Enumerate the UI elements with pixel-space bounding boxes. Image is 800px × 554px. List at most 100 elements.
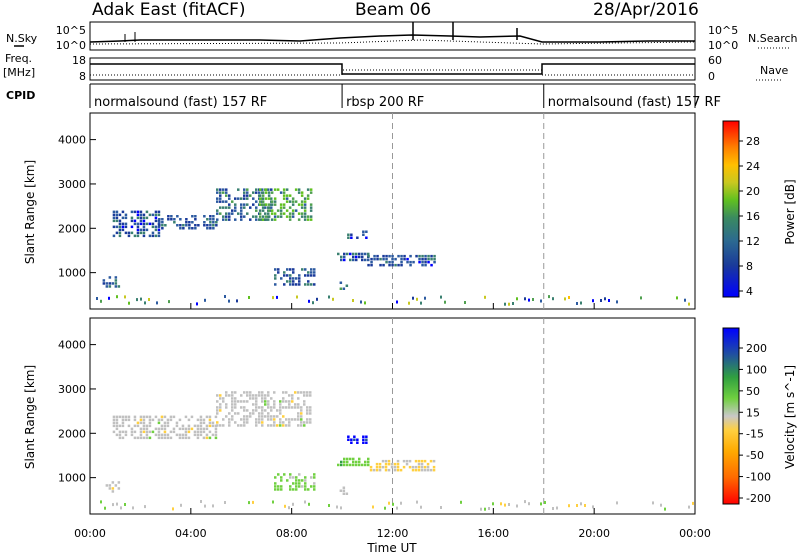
velocity-ground-cell (172, 507, 174, 511)
power-echo-cell (370, 263, 373, 267)
velocity-echo-cell (237, 424, 240, 427)
velocity-echo-cell (346, 457, 349, 461)
power-cbar-label-6: 4 (746, 285, 753, 298)
power-panel-frame (89, 112, 696, 310)
velocity-echo-cell (264, 415, 267, 418)
velocity-echo-cell (178, 418, 182, 422)
power-echo-cell (364, 252, 367, 256)
velocity-echo-cell (414, 465, 418, 469)
power-echo-cell (108, 282, 112, 285)
power-colorbar-label: Power [dB] (783, 179, 797, 244)
velocity-echo-cell (181, 424, 185, 428)
power-echo-cell (427, 257, 430, 261)
power-ground-cell (512, 302, 514, 305)
velocity-echo-cell (166, 436, 170, 440)
power-echo-cell (304, 268, 307, 271)
velocity-echo-cell (343, 460, 346, 464)
power-echo-cell (206, 218, 209, 221)
power-echo-region-6 (337, 252, 370, 262)
power-echo-cell (216, 200, 219, 203)
velocity-echo-cell (202, 421, 206, 425)
velocity-echo-cell (381, 459, 385, 463)
power-echo-cell (179, 218, 182, 221)
velocity-echo-cell (166, 424, 170, 428)
velocity-echo-cell (225, 403, 228, 406)
noise-sky-trace (89, 34, 695, 43)
power-cbar-label-0: 28 (746, 135, 760, 148)
velocity-ground-cell (540, 502, 542, 506)
velocity-echo-cell (139, 427, 143, 431)
velocity-echo-cell (178, 427, 182, 431)
velocity-echo-cell (304, 482, 307, 485)
power-echo-cell (292, 280, 295, 283)
velocity-echo-cell (291, 406, 294, 409)
velocity-echo-cell (145, 424, 149, 428)
power-echo-cell (203, 224, 206, 227)
power-echo-cell (234, 197, 237, 200)
velocity-echo-cell (285, 400, 288, 403)
velocity-ground-band (100, 500, 694, 511)
velocity-echo-cell (350, 438, 353, 441)
velocity-echo-cell (169, 430, 173, 434)
velocity-echo-cell (252, 409, 255, 412)
power-echo-cell (303, 203, 307, 206)
velocity-echo-cell (411, 468, 415, 472)
power-echo-cell (243, 188, 246, 191)
velocity-ground-cell (584, 504, 586, 507)
velocity-echo-cell (282, 421, 285, 424)
velocity-echo-cell (211, 424, 215, 428)
velocity-echo-cell (240, 424, 243, 427)
power-echo-cell (151, 213, 155, 217)
velocity-echo-cell (115, 427, 119, 431)
power-echo-cell (361, 255, 364, 259)
noise-left-tick-bottom: 10^0 (56, 39, 86, 52)
velocity-echo-cell (222, 418, 225, 421)
velocity-echo-cell (369, 465, 373, 469)
power-echo-cell (228, 218, 231, 221)
freq-label-line2: [MHz] (3, 66, 35, 79)
power-echo-cell (277, 271, 280, 274)
velocity-echo-cell (202, 430, 206, 434)
power-echo-cell (297, 218, 301, 221)
velocity-echo-cell (163, 433, 167, 437)
power-echo-cell (249, 194, 252, 197)
velocity-echo-cell (309, 412, 312, 415)
velocity-echo-cell (304, 488, 307, 491)
velocity-echo-cell (288, 421, 291, 424)
velocity-echo-cell (288, 406, 291, 409)
velocity-echo-cell (306, 418, 309, 421)
velocity-echo-cell (309, 421, 312, 424)
velocity-echo-cell (112, 421, 116, 425)
velocity-echo-cell (273, 406, 276, 409)
power-echo-cell (433, 257, 436, 261)
power-echo-cell (167, 218, 170, 221)
velocity-echo-cell (384, 468, 388, 472)
velocity-echo-cell (211, 433, 215, 437)
power-ground-cell (204, 298, 206, 302)
power-cbar-label-3: 16 (746, 210, 760, 223)
velocity-echo-cell (145, 430, 149, 434)
power-echo-cell (282, 194, 286, 197)
velocity-echo-cell (184, 427, 188, 431)
velocity-echo-cell (205, 433, 209, 437)
power-colorbar-ticks: 28 24 20 16 12 8 4 (739, 135, 760, 298)
velocity-echo-cell (280, 479, 283, 482)
power-echo-cell (273, 200, 277, 203)
velocity-echo-cell (417, 462, 421, 466)
power-echo-cell (382, 257, 385, 261)
velocity-echo-cell (261, 418, 264, 421)
velocity-ground-cell (552, 507, 554, 510)
velocity-echo-cell (112, 418, 116, 422)
power-ground-cell (352, 299, 354, 302)
xtick-label-2: 08:00 (276, 527, 308, 540)
power-ground-cell (420, 301, 422, 305)
velocity-echo-cell (313, 473, 316, 476)
power-echo-cell (118, 222, 122, 226)
power-echo-cell (267, 188, 270, 191)
power-echo-cell (215, 224, 218, 227)
power-ground-cell (140, 297, 142, 301)
power-echo-cell (310, 274, 313, 277)
power-ground-cell (580, 301, 582, 305)
power-echo-cell (409, 254, 412, 258)
velocity-echo-cell (216, 400, 219, 403)
